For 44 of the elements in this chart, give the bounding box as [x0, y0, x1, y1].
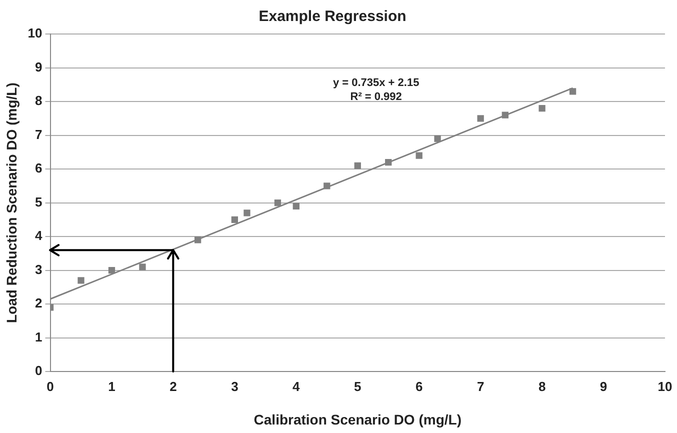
point	[385, 158, 392, 166]
y-axis-title: Load Reduction Scenario DO (mg/L)	[3, 82, 20, 323]
x-tick-label: 6	[415, 378, 423, 394]
y-tick-label: 5	[35, 194, 42, 210]
point	[324, 182, 330, 190]
x-tick-label: 5	[354, 378, 362, 394]
point	[292, 202, 300, 210]
annotation: R² = 0.992	[350, 90, 402, 103]
x-tick-label: 8	[538, 378, 546, 394]
x-axis-title: Calibration Scenario DO (mg/L)	[254, 411, 462, 428]
chart-title: Example Regression	[258, 8, 406, 26]
point	[78, 277, 84, 284]
point	[477, 115, 484, 122]
x-tick-label: 7	[476, 378, 484, 394]
point	[244, 210, 250, 216]
y-tick-label: 1	[35, 329, 42, 344]
y-tick-label: 6	[35, 160, 42, 176]
y-tick-label: 7	[35, 126, 42, 142]
y-tick-label: 9	[35, 59, 42, 74]
point	[434, 135, 441, 142]
x-tick-label: 0	[46, 378, 54, 394]
x-tick-label: 3	[231, 378, 238, 394]
y-tick-label: 2	[35, 296, 42, 311]
x-tick-label: 9	[600, 378, 608, 394]
y-tick-label: 3	[35, 262, 42, 277]
point	[538, 104, 546, 112]
point	[354, 162, 361, 169]
y-tick-label: 8	[35, 93, 42, 108]
x-tick-label: 10	[658, 378, 672, 394]
y-tick-label: 0	[35, 363, 42, 378]
y-tick-label: 10	[28, 26, 42, 41]
point	[194, 236, 202, 244]
point	[108, 266, 116, 274]
annotation: y = 0.735x + 2.15	[332, 76, 420, 89]
point	[569, 88, 576, 95]
point	[231, 216, 238, 224]
x-tick-label: 1	[108, 378, 116, 394]
point	[139, 264, 146, 270]
point	[416, 152, 422, 159]
y-tick-label: 4	[35, 228, 44, 244]
point	[274, 199, 282, 206]
point	[502, 112, 508, 118]
x-tick-label: 4	[292, 378, 301, 394]
x-tick-label: 2	[170, 378, 177, 394]
